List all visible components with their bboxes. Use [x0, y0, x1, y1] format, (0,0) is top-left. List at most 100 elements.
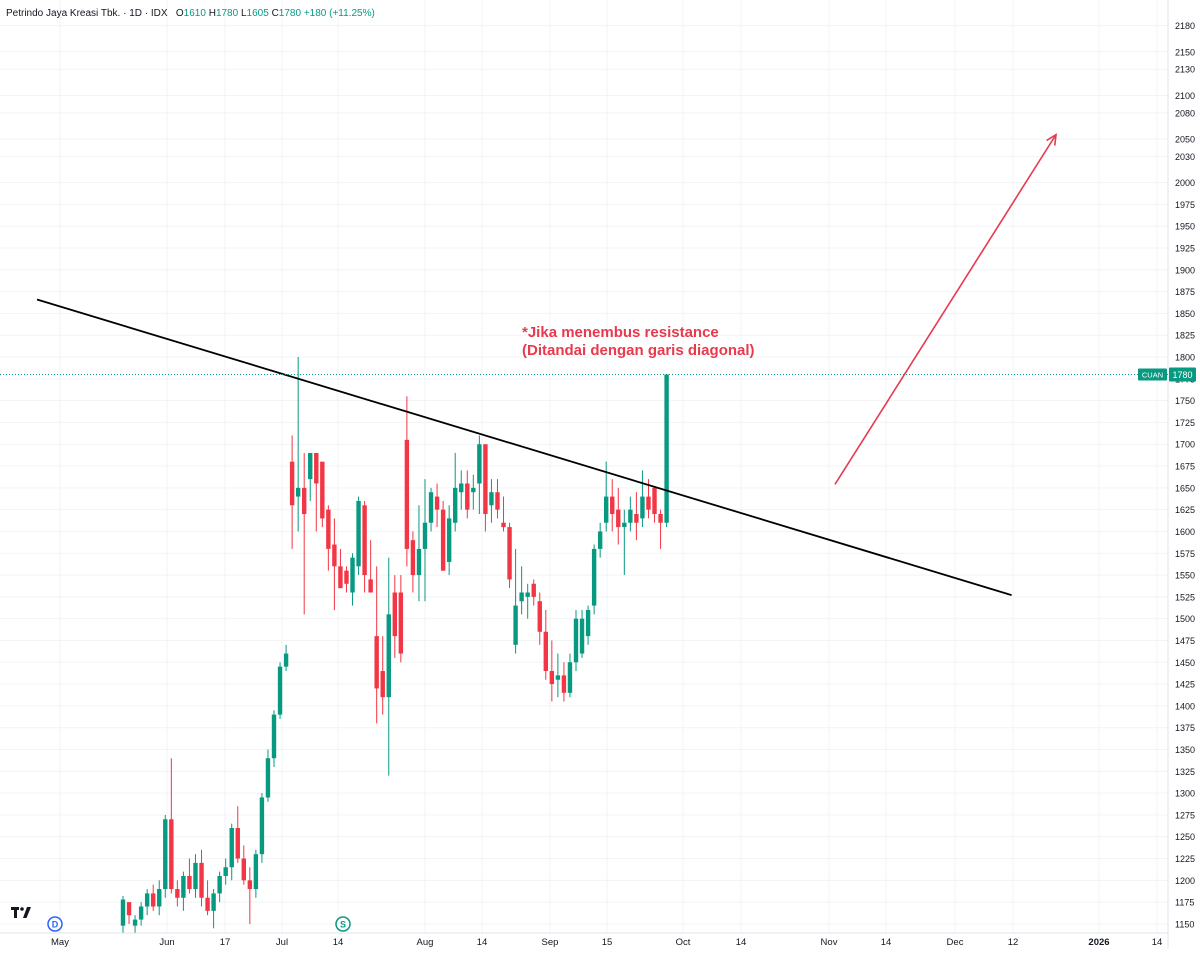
candle-body [169, 819, 174, 890]
price-tick-label: 1475 [1175, 636, 1195, 646]
candle-body [392, 592, 397, 637]
candle [465, 470, 470, 519]
price-tick-label: 1825 [1175, 331, 1195, 341]
candle-body [356, 500, 361, 567]
price-tick-label: 1275 [1175, 810, 1195, 820]
split-marker[interactable]: S [335, 916, 351, 932]
candle-body [531, 583, 536, 597]
candle-body [277, 666, 283, 715]
candle-body [489, 492, 494, 506]
candle-body [652, 487, 657, 515]
split-marker-label: S [340, 920, 346, 930]
price-tick-label: 1925 [1175, 244, 1195, 254]
candle [338, 548, 343, 589]
candle-body [567, 662, 573, 693]
candle [277, 662, 283, 719]
candle [187, 858, 192, 894]
close-value: 1780 [278, 8, 302, 19]
candle-body [616, 509, 621, 528]
candles[interactable] [120, 357, 669, 933]
candle-body [223, 867, 228, 876]
price-tag-label: 1780 [1172, 370, 1192, 380]
candle [199, 849, 204, 907]
candle [422, 479, 428, 602]
candle-body [422, 522, 428, 549]
candle [610, 479, 615, 532]
price-tick-label: 1375 [1175, 723, 1195, 733]
candle-body [573, 618, 579, 663]
annotation-line-2: (Ditandai dengan garis diagonal) [522, 342, 755, 359]
candle [144, 889, 150, 916]
price-tick-label: 2050 [1175, 134, 1195, 144]
price-tick-label: 2100 [1175, 91, 1195, 101]
time-axis[interactable]: May Jun 17 Jul 14 Aug 14 Sep 15 Oct 14 Nov 14 Dec 12 20… [51, 937, 1162, 948]
price-tick-label: 2030 [1175, 152, 1195, 162]
candle-body [362, 505, 367, 576]
candle [537, 592, 542, 645]
candle-body [398, 592, 404, 654]
candle [664, 374, 669, 528]
candle-body [193, 862, 198, 890]
candle-body [477, 444, 482, 484]
candle-body [416, 548, 422, 576]
time-tick-label: 17 [220, 937, 231, 948]
price-tick-label: 1575 [1175, 549, 1195, 559]
candle [356, 496, 361, 576]
price-tick-label: 1400 [1175, 701, 1195, 711]
price-tick-label: 1525 [1175, 592, 1195, 602]
price-axis[interactable]: 1150 1175 1200 1225 1250 1275 1300 1325 1350 1375… [1175, 21, 1195, 929]
candle-body [640, 496, 645, 519]
candle-body [513, 605, 518, 645]
drawings[interactable] [0, 133, 1168, 596]
candle [525, 583, 530, 619]
candle-body [283, 653, 289, 667]
candle [495, 479, 500, 519]
candle-body [205, 897, 210, 911]
time-tick-label: 14 [736, 937, 747, 948]
candle-body [144, 893, 150, 907]
candle [193, 854, 198, 898]
candle-body [459, 483, 464, 493]
candle-body [610, 496, 615, 515]
candle [489, 479, 494, 523]
candle-body [428, 492, 434, 523]
candle [344, 566, 349, 593]
dividend-marker[interactable]: D [47, 916, 63, 932]
open-label: O [175, 8, 184, 19]
candle-body [151, 893, 156, 907]
candle-body [247, 880, 253, 890]
candle-body [591, 548, 597, 606]
candle-body [386, 614, 391, 698]
candle-body [658, 514, 663, 523]
candle [235, 806, 240, 863]
candle [138, 902, 144, 926]
candle [181, 871, 186, 911]
candle-body [217, 875, 222, 894]
candle [229, 823, 234, 881]
candle [392, 575, 397, 658]
candle [501, 496, 506, 532]
candle-body [308, 452, 313, 480]
price-tick-label: 1550 [1175, 571, 1195, 581]
price-tick-label: 1300 [1175, 789, 1195, 799]
candle-body [579, 618, 585, 654]
price-tick-label: 1250 [1175, 832, 1195, 842]
candle [428, 487, 434, 532]
price-tick-label: 1950 [1175, 222, 1195, 232]
candle-body [537, 601, 542, 632]
candle-body [181, 875, 186, 898]
candle [434, 483, 440, 528]
price-tick-label: 1150 [1175, 919, 1194, 929]
time-tick-label: Aug [417, 937, 434, 948]
time-tick-label: 14 [477, 937, 488, 948]
candle-body [380, 671, 385, 698]
price-tick-label: 1175 [1175, 898, 1194, 908]
candle [579, 609, 585, 658]
candle [398, 575, 404, 663]
candle [616, 487, 621, 545]
candle [211, 889, 216, 929]
tradingview-logo-icon[interactable] [10, 904, 32, 922]
